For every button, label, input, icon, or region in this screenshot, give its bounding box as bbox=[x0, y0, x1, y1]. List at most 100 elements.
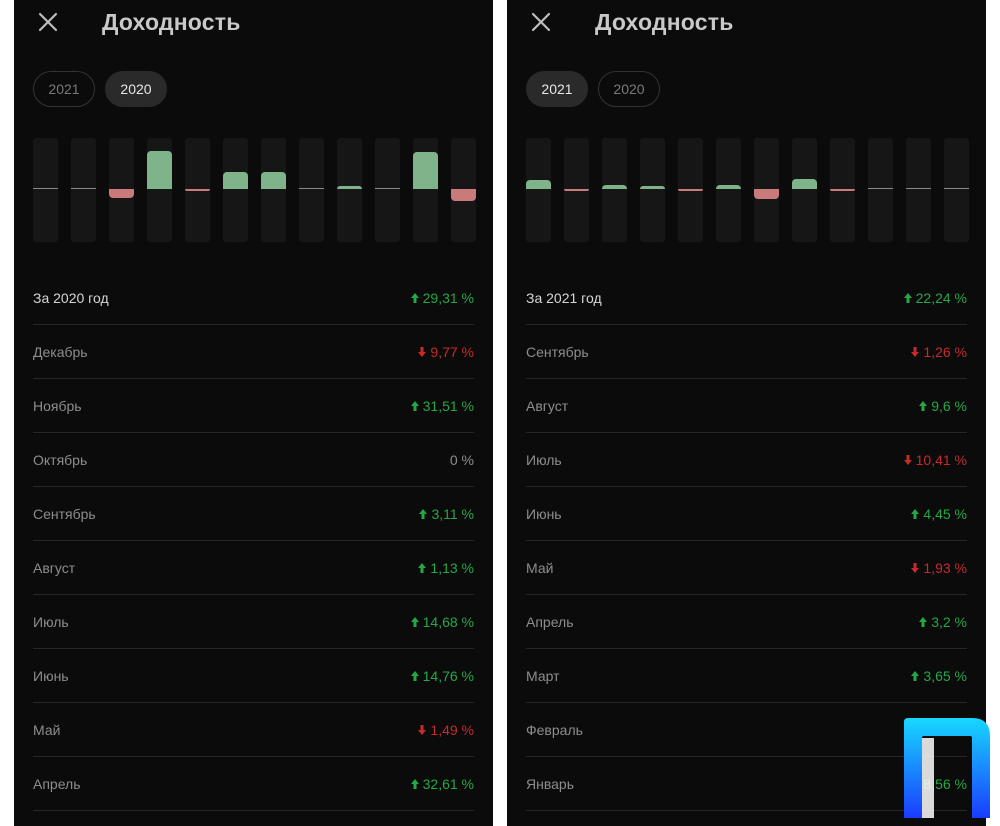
chart-bar-Май[interactable] bbox=[185, 138, 210, 242]
month-row[interactable]: Октябрь 0 % bbox=[33, 433, 474, 487]
chart-bar-Январь[interactable] bbox=[526, 138, 551, 242]
percent-text: 14,68 % bbox=[422, 613, 474, 630]
month-row[interactable]: Апрель 3,2 % bbox=[526, 595, 967, 649]
chart-bar-Октябрь[interactable] bbox=[375, 138, 400, 242]
chart-bar-Декабрь[interactable] bbox=[451, 138, 476, 242]
chart-bar-Сентябрь[interactable] bbox=[337, 138, 362, 242]
row-value: 1,93 % bbox=[910, 560, 967, 576]
row-value: 3,11 % bbox=[418, 506, 474, 522]
chart-bar-Август[interactable] bbox=[299, 138, 324, 242]
month-row[interactable]: Декабрь 9,77 % bbox=[33, 325, 474, 379]
month-row[interactable]: Июль 10,41 % bbox=[526, 433, 967, 487]
row-value: 3,2 % bbox=[918, 614, 967, 630]
chart-bar-Июнь[interactable] bbox=[223, 138, 248, 242]
row-value: 14,68 % bbox=[410, 614, 474, 630]
percent-text: 3,65 % bbox=[923, 667, 967, 684]
close-icon[interactable] bbox=[529, 10, 553, 34]
chart-bar-Март[interactable] bbox=[109, 138, 134, 242]
month-row[interactable]: Февраль bbox=[526, 703, 967, 757]
row-label: Октябрь bbox=[33, 451, 88, 468]
arrow-up-icon bbox=[419, 508, 428, 519]
year-chip-2021[interactable]: 2021 bbox=[33, 71, 95, 107]
chart-bar-Ноябрь[interactable] bbox=[906, 138, 931, 242]
chart-bar-Ноябрь[interactable] bbox=[413, 138, 438, 242]
row-value: 1,49 % bbox=[417, 722, 474, 738]
chart-bar-Октябрь[interactable] bbox=[868, 138, 893, 242]
yield-list: За 2020 год 29,31 % Декабрь 9,77 % Ноябрь 31,… bbox=[33, 271, 474, 811]
month-row[interactable]: Январь 8,56 % bbox=[526, 757, 967, 811]
chart-bar-Апрель[interactable] bbox=[147, 138, 172, 242]
bar-fill bbox=[337, 185, 362, 189]
month-row[interactable]: Август 9,6 % bbox=[526, 379, 967, 433]
zero-line bbox=[906, 188, 931, 189]
percent-text: 8,56 % bbox=[923, 775, 967, 792]
month-row[interactable]: Август 1,13 % bbox=[33, 541, 474, 595]
row-label: Сентябрь bbox=[526, 343, 589, 360]
chart-bar-Август[interactable] bbox=[792, 138, 817, 242]
chart-bar-Июнь[interactable] bbox=[716, 138, 741, 242]
zero-line bbox=[944, 188, 969, 189]
monthly-yield-chart bbox=[33, 138, 476, 242]
month-row[interactable]: Июнь 4,45 % bbox=[526, 487, 967, 541]
row-label: Июль bbox=[526, 451, 562, 468]
chart-bar-Март[interactable] bbox=[602, 138, 627, 242]
chart-bar-Апрель[interactable] bbox=[640, 138, 665, 242]
percent-text: 1,13 % bbox=[430, 559, 474, 576]
percent-text: 32,61 % bbox=[422, 775, 474, 792]
percent-text: 1,26 % bbox=[923, 343, 967, 360]
month-row[interactable]: Март 3,65 % bbox=[526, 649, 967, 703]
year-chip-2020[interactable]: 2020 bbox=[105, 71, 167, 107]
month-row[interactable]: Май 1,93 % bbox=[526, 541, 967, 595]
arrow-up-icon bbox=[903, 292, 912, 303]
chart-bar-Февраль[interactable] bbox=[564, 138, 589, 242]
bar-fill bbox=[602, 185, 627, 189]
yield-panel-2020: Доходность 2021 2020 За 2020 год 29,31 % Д… bbox=[14, 0, 493, 826]
month-row[interactable]: Ноябрь 31,51 % bbox=[33, 379, 474, 433]
chart-bar-Январь[interactable] bbox=[33, 138, 58, 242]
chart-bar-Февраль[interactable] bbox=[71, 138, 96, 242]
year-total-row[interactable]: За 2021 год 22,24 % bbox=[526, 271, 967, 325]
year-chip-2021[interactable]: 2021 bbox=[526, 71, 588, 107]
page-title: Доходность bbox=[102, 9, 241, 35]
close-icon[interactable] bbox=[36, 10, 60, 34]
arrow-down-icon bbox=[418, 724, 427, 735]
row-value: 8,56 % bbox=[923, 776, 967, 792]
row-label: Май bbox=[526, 559, 554, 576]
chart-bar-Июль[interactable] bbox=[261, 138, 286, 242]
chart-bar-Декабрь[interactable] bbox=[944, 138, 969, 242]
percent-text: 1,49 % bbox=[430, 721, 474, 738]
percent-text: 1,93 % bbox=[923, 559, 967, 576]
row-label: Апрель bbox=[526, 613, 574, 630]
row-label: Август bbox=[33, 559, 76, 576]
percent-text: 29,31 % bbox=[422, 289, 474, 306]
month-row[interactable]: Апрель 32,61 % bbox=[33, 757, 474, 811]
chart-bar-Июль[interactable] bbox=[754, 138, 779, 242]
row-label: Ноябрь bbox=[33, 397, 82, 414]
row-value: 1,26 % bbox=[910, 344, 967, 360]
month-row[interactable]: Июль 14,68 % bbox=[33, 595, 474, 649]
chart-bar-Сентябрь[interactable] bbox=[830, 138, 855, 242]
row-label: Июнь bbox=[526, 505, 562, 522]
month-row[interactable]: Сентябрь 3,11 % bbox=[33, 487, 474, 541]
row-label: Январь bbox=[526, 775, 574, 792]
percent-text: 10,41 % bbox=[915, 451, 967, 468]
row-value: 3,65 % bbox=[910, 668, 967, 684]
zero-line bbox=[868, 188, 893, 189]
arrow-up-icon bbox=[410, 670, 419, 681]
chart-bar-Май[interactable] bbox=[678, 138, 703, 242]
month-row[interactable]: Май 1,49 % bbox=[33, 703, 474, 757]
row-label: Май bbox=[33, 721, 61, 738]
month-row[interactable]: Июнь 14,76 % bbox=[33, 649, 474, 703]
percent-text: 0 % bbox=[449, 451, 474, 468]
arrow-up-icon bbox=[911, 670, 920, 681]
arrow-up-icon bbox=[410, 616, 419, 627]
month-row[interactable]: Сентябрь 1,26 % bbox=[526, 325, 967, 379]
top-bar: Доходность bbox=[14, 0, 493, 48]
year-total-row[interactable]: За 2020 год 29,31 % bbox=[33, 271, 474, 325]
bar-fill bbox=[678, 189, 703, 191]
arrow-down-icon bbox=[911, 562, 920, 573]
arrow-down-icon bbox=[418, 346, 427, 357]
year-chip-2020[interactable]: 2020 bbox=[598, 71, 660, 107]
zero-line bbox=[375, 188, 400, 189]
year-chips: 2021 2020 bbox=[526, 71, 660, 109]
